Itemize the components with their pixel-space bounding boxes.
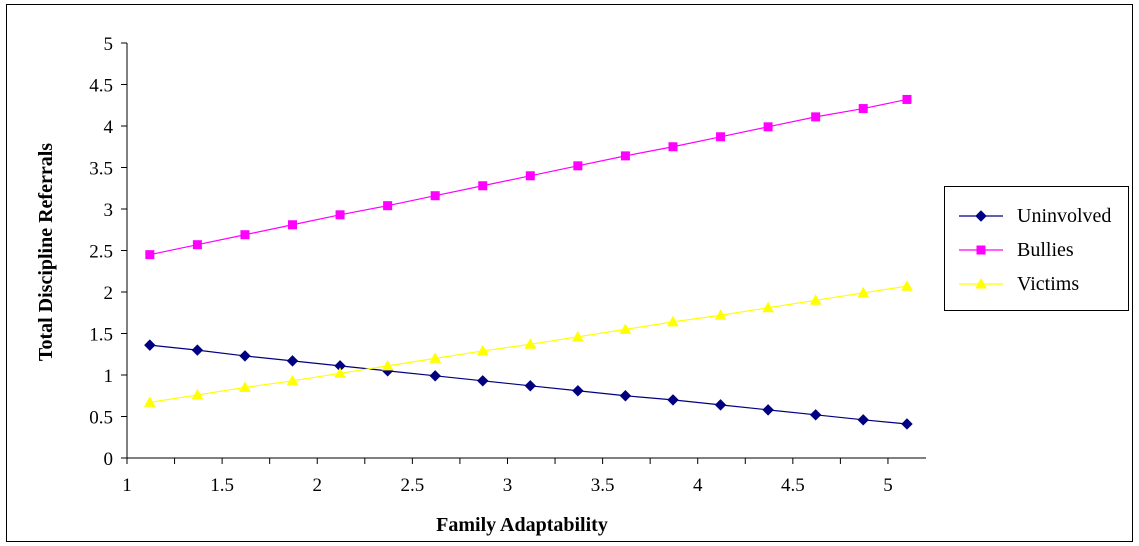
x-tick-label-0: 1 (122, 475, 132, 496)
point-uninvolved-16 (901, 418, 913, 430)
point-bullies-5 (383, 201, 393, 211)
y-tick-label-0: 0 (104, 449, 114, 470)
x-tick-label-2: 2 (312, 475, 322, 496)
point-victims-9 (572, 330, 584, 342)
point-bullies-1 (192, 240, 202, 250)
point-uninvolved-1 (191, 344, 204, 356)
point-bullies-9 (573, 161, 583, 171)
x-tick-label-4: 3 (503, 475, 513, 496)
point-bullies-16 (902, 94, 912, 104)
legend-swatch-uninvolved (959, 210, 1003, 222)
y-tick-label-10: 5 (104, 34, 114, 55)
point-bullies-13 (763, 122, 773, 132)
point-bullies-15 (858, 104, 868, 114)
point-uninvolved-2 (239, 350, 251, 362)
y-tick-label-4: 2 (104, 283, 114, 304)
point-bullies-0 (145, 250, 155, 260)
point-victims-8 (524, 338, 537, 349)
point-victims-16 (901, 280, 913, 291)
point-victims-3 (286, 374, 299, 386)
point-victims-0 (143, 396, 156, 407)
legend-item-bullies: Bullies (945, 235, 1128, 265)
y-tick-label-8: 4 (104, 117, 114, 138)
point-uninvolved-3 (286, 355, 299, 367)
legend-swatch-victims (959, 277, 1003, 289)
x-axis-title: Family Adaptability (436, 514, 608, 536)
point-uninvolved-11 (667, 394, 679, 406)
point-victims-12 (714, 309, 727, 320)
point-uninvolved-6 (429, 370, 441, 382)
point-uninvolved-0 (144, 339, 156, 351)
y-tick-label-2: 1 (104, 366, 114, 387)
point-uninvolved-15 (857, 414, 869, 426)
x-tick-label-1: 1.5 (210, 475, 234, 496)
x-tick-label-5: 3.5 (591, 475, 615, 496)
series-victims (143, 280, 913, 407)
point-bullies-7 (478, 181, 488, 191)
point-victims-10 (619, 323, 632, 334)
x-tick-label-3: 2.5 (400, 475, 424, 496)
x-tick-label-8: 5 (883, 475, 893, 496)
point-bullies-6 (430, 191, 440, 201)
legend-label-uninvolved: Uninvolved (1017, 205, 1112, 227)
y-tick-label-9: 4.5 (89, 76, 113, 97)
legend-marker-bullies (976, 245, 986, 255)
point-victims-1 (191, 388, 204, 400)
legend-marker-victims (975, 277, 987, 289)
legend-swatch-bullies (959, 245, 1003, 255)
y-tick-label-1: 0.5 (89, 408, 113, 429)
axes: 0 0.5 1 1.5 2 2.5 3 3.5 4 4.5 5 1 1.5 2 2.5 3 3.5 4 4.5 5 (89, 34, 926, 496)
series-bullies (145, 94, 912, 260)
point-victims-11 (667, 315, 679, 327)
legend-label-bullies: Bullies (1017, 239, 1074, 261)
x-tick-label-6: 4 (693, 475, 703, 496)
point-victims-14 (809, 294, 822, 305)
point-uninvolved-13 (762, 404, 774, 416)
y-tick-label-6: 3 (104, 200, 114, 221)
point-bullies-14 (811, 112, 821, 122)
point-bullies-3 (288, 220, 298, 230)
point-uninvolved-12 (714, 399, 727, 411)
y-tick-label-5: 2.5 (89, 242, 113, 263)
legend-marker-uninvolved (975, 210, 987, 222)
y-tick-label-3: 1.5 (89, 325, 113, 346)
series-uninvolved (144, 339, 913, 430)
x-tick-label-7: 4.5 (781, 475, 805, 496)
point-uninvolved-14 (809, 409, 822, 421)
legend-label-victims: Victims (1017, 273, 1080, 295)
point-bullies-10 (620, 151, 630, 161)
point-bullies-4 (335, 210, 345, 220)
point-victims-2 (239, 381, 251, 392)
point-victims-6 (429, 352, 442, 363)
point-bullies-11 (668, 142, 678, 152)
point-victims-13 (762, 301, 774, 313)
point-bullies-2 (240, 230, 250, 240)
y-tick-label-7: 3.5 (89, 159, 113, 180)
point-uninvolved-9 (572, 385, 584, 397)
point-uninvolved-10 (619, 390, 632, 402)
point-bullies-8 (525, 171, 535, 181)
y-axis-title: Total Discipline Referrals (35, 143, 57, 361)
point-victims-5 (381, 359, 394, 371)
legend-item-uninvolved: Uninvolved (945, 201, 1128, 231)
point-victims-15 (857, 286, 870, 298)
legend: Uninvolved Bullies Victims (944, 186, 1129, 311)
legend-item-victims: Victims (945, 269, 1128, 299)
point-victims-7 (476, 344, 489, 356)
point-uninvolved-7 (477, 375, 489, 387)
point-bullies-12 (716, 132, 726, 142)
point-uninvolved-8 (524, 380, 537, 392)
series-layer (143, 94, 913, 430)
point-victims-4 (334, 367, 346, 378)
